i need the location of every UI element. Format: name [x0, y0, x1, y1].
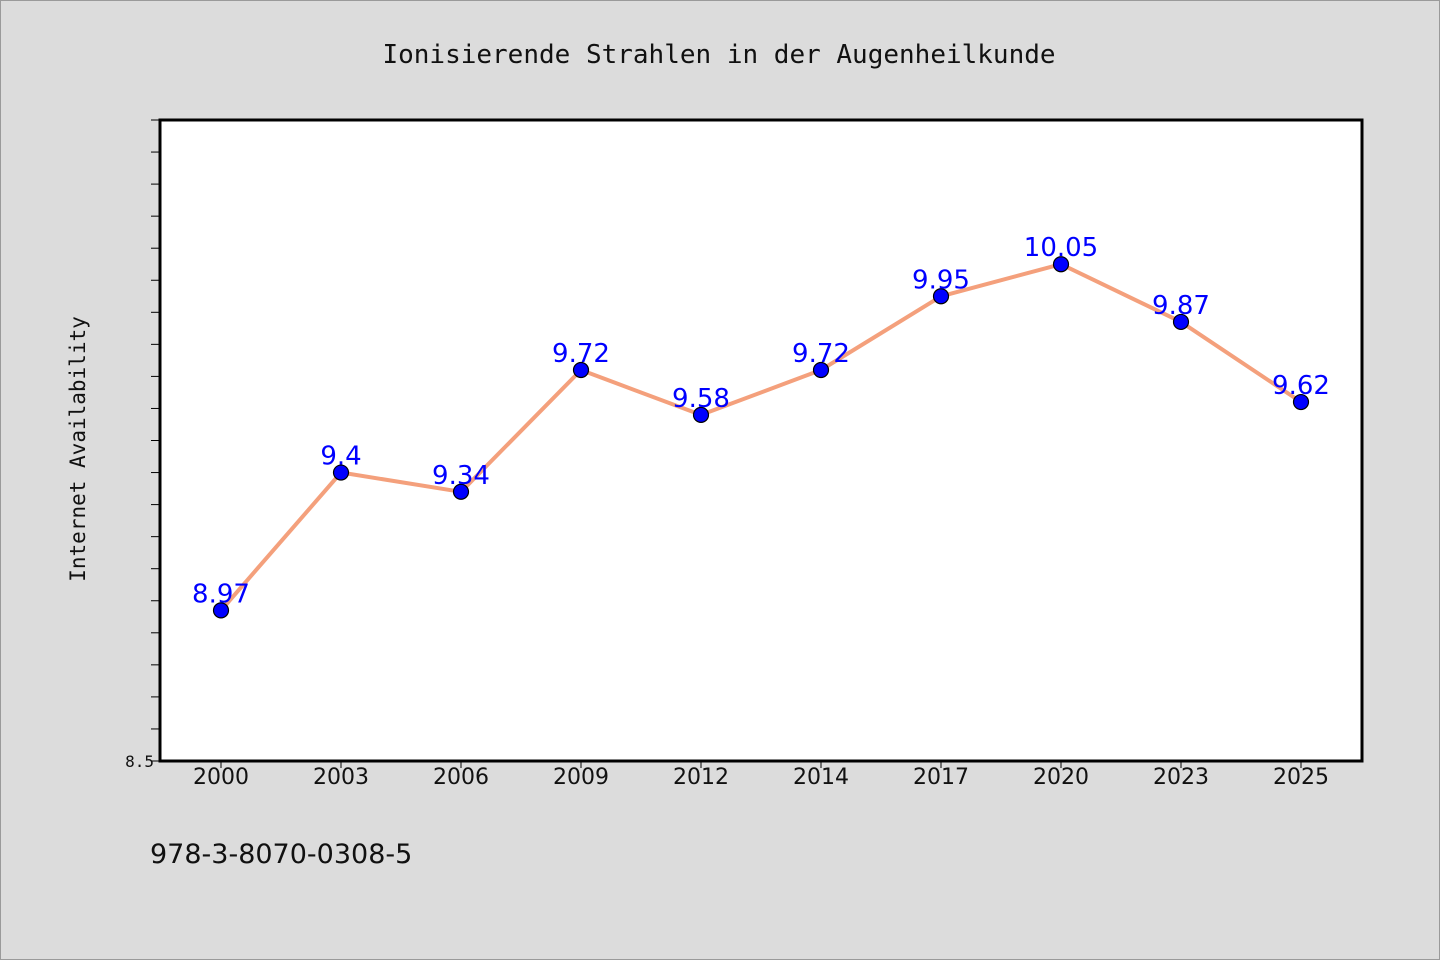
data-point — [932, 288, 950, 305]
data-label: 9.62 — [1272, 371, 1330, 401]
isbn-text: 978-3-8070-0308-5 — [150, 839, 412, 870]
plot-area — [158, 118, 1364, 763]
data-label: 8.97 — [192, 579, 250, 609]
data-label: 9.87 — [1152, 291, 1210, 321]
x-tick-label: 2000 — [193, 765, 249, 790]
series-line-group — [219, 262, 1303, 613]
chart-title: Ionisierende Strahlen in der Augenheilku… — [382, 40, 1055, 70]
y-tick-label: 8.5 — [125, 752, 154, 771]
data-label: 9.95 — [912, 265, 970, 295]
series-markers — [212, 256, 1310, 619]
series-line — [219, 262, 1303, 613]
x-tick-label: 2012 — [673, 765, 729, 790]
data-label: 9.72 — [552, 339, 610, 369]
data-point — [1052, 256, 1070, 273]
x-tick-label: 2006 — [433, 765, 489, 790]
data-point — [332, 464, 350, 481]
y-axis-ticks: 8.5 — [125, 119, 160, 771]
x-tick-label: 2014 — [793, 765, 849, 790]
data-labels: 8.97 9.4 9.34 9.72 9.58 9.72 9.95 10.05 9.87 9.62 — [192, 233, 1330, 609]
data-label: 10.05 — [1024, 233, 1098, 263]
x-tick-label: 2023 — [1153, 765, 1209, 790]
data-point — [212, 602, 230, 619]
data-label: 9.58 — [672, 384, 730, 414]
data-label: 9.72 — [792, 339, 850, 369]
data-point — [1172, 313, 1190, 331]
x-axis-ticks: 2000 2003 2006 2009 2012 2014 2017 2020 2023 2025 — [193, 761, 1329, 790]
data-label: 9.34 — [432, 461, 490, 491]
data-point — [692, 406, 710, 423]
x-tick-label: 2025 — [1273, 765, 1329, 790]
data-point — [452, 483, 470, 500]
x-tick-label: 2003 — [313, 765, 369, 790]
data-point — [1292, 393, 1310, 411]
data-label: 9.4 — [320, 442, 361, 472]
y-axis-label: Internet Availability — [66, 316, 90, 582]
data-point — [572, 361, 590, 379]
data-point — [812, 361, 830, 379]
x-tick-label: 2009 — [553, 765, 609, 790]
x-tick-label: 2017 — [913, 765, 969, 790]
x-tick-label: 2020 — [1033, 765, 1089, 790]
